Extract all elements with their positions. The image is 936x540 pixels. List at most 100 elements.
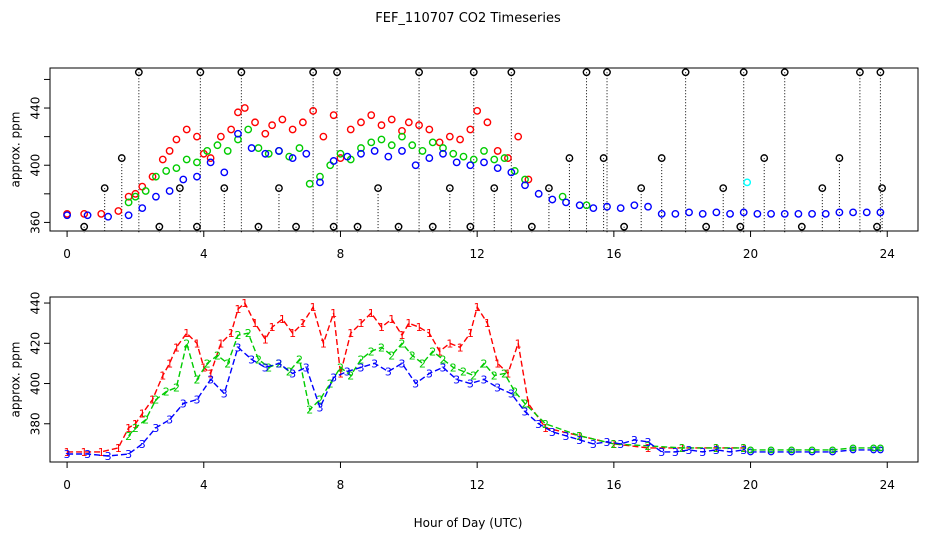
data-point — [234, 108, 242, 117]
data-point — [521, 181, 529, 190]
series-symbol: 2 — [450, 361, 457, 374]
data-point — [288, 125, 297, 134]
series-symbol: 3 — [426, 367, 433, 380]
x-tick-label: 24 — [880, 478, 895, 492]
data-point — [343, 152, 352, 161]
series-symbol: 2 — [470, 369, 477, 382]
data-point — [480, 158, 488, 167]
data-point — [753, 209, 762, 218]
data-point — [216, 132, 225, 141]
series-symbol: 1 — [81, 446, 88, 459]
series-symbol: 3 — [412, 378, 419, 391]
data-point — [821, 209, 830, 218]
series-symbol: 2 — [132, 422, 139, 435]
series-symbol: 2 — [296, 353, 303, 366]
series-symbol: 2 — [193, 374, 200, 387]
data-point — [877, 444, 884, 452]
series-symbol: 2 — [347, 369, 354, 382]
data-point — [398, 147, 406, 155]
x-tick-label: 12 — [470, 247, 485, 261]
series-symbol: 2 — [142, 414, 149, 427]
series-symbol: 2 — [234, 329, 241, 342]
data-point — [387, 115, 396, 124]
series-symbol: 1 — [207, 367, 214, 380]
data-point — [808, 448, 816, 456]
series-symbol: 2 — [679, 442, 686, 455]
series-symbol: 3 — [84, 448, 91, 461]
data-point — [808, 446, 816, 454]
series-symbol: 2 — [378, 341, 385, 354]
data-point — [469, 155, 478, 164]
data-point — [275, 184, 283, 193]
series-symbol: 2 — [439, 353, 446, 366]
data-point — [261, 149, 270, 158]
series-path — [128, 332, 744, 449]
series-symbol: 2 — [286, 365, 293, 378]
data-point — [719, 184, 728, 193]
series-symbol: 1 — [166, 357, 173, 370]
data-point — [175, 184, 184, 193]
data-point — [565, 154, 574, 162]
series-symbol: 3 — [289, 367, 296, 380]
series-symbol: 2 — [357, 353, 364, 366]
data-point — [504, 154, 512, 162]
series-symbol: 3 — [316, 402, 323, 415]
series-symbol: 3 — [371, 357, 378, 370]
series-symbol: 1 — [576, 430, 583, 443]
data-point — [702, 222, 711, 231]
data-point — [637, 184, 646, 193]
series-symbol: 2 — [460, 365, 467, 378]
series-symbol: 3 — [658, 446, 665, 459]
x-tick-label: 0 — [63, 478, 71, 492]
data-point — [603, 68, 611, 77]
data-point — [309, 68, 318, 77]
series-symbol: 2 — [388, 349, 395, 362]
data-point — [247, 144, 256, 152]
data-point — [220, 184, 229, 193]
data-point — [780, 68, 789, 77]
data-point — [275, 147, 283, 155]
x-tick-label: 8 — [337, 247, 345, 261]
y-tick-label: 440 — [29, 97, 43, 120]
series-symbol: 2 — [398, 337, 405, 350]
data-point — [370, 147, 379, 155]
data-point — [657, 154, 666, 162]
data-point — [616, 204, 625, 213]
data-point — [367, 111, 376, 120]
data-point — [630, 201, 639, 210]
data-point — [336, 149, 345, 158]
data-point — [131, 192, 140, 201]
series-symbol: 1 — [474, 301, 481, 314]
series-symbol: 3 — [248, 353, 255, 366]
data-point — [743, 178, 752, 187]
data-point — [305, 179, 314, 188]
data-point — [415, 68, 423, 77]
data-point — [80, 222, 89, 231]
x-tick-label: 20 — [743, 247, 758, 261]
data-point — [316, 178, 324, 187]
data-point — [466, 161, 475, 170]
data-point — [268, 121, 277, 130]
series-symbol: 1 — [416, 321, 423, 334]
data-point — [367, 138, 376, 147]
data-point — [158, 155, 167, 164]
data-point — [411, 161, 420, 170]
data-point — [415, 121, 423, 130]
data-point — [138, 182, 147, 191]
data-point — [124, 211, 133, 220]
data-point — [63, 211, 71, 220]
data-point — [747, 446, 754, 454]
data-point — [237, 68, 246, 77]
data-point — [829, 446, 836, 454]
data-point — [452, 158, 461, 167]
series-symbol: 2 — [481, 357, 488, 370]
series-symbol: 2 — [125, 430, 132, 443]
data-point — [599, 154, 608, 162]
data-point — [206, 158, 215, 167]
data-point — [196, 68, 205, 77]
data-point — [333, 68, 341, 77]
top-panel: 0 4 8 12 16 20 24 360 400 440 approx. ppm — [9, 67, 919, 261]
data-point — [326, 161, 335, 170]
data-point — [808, 209, 816, 218]
